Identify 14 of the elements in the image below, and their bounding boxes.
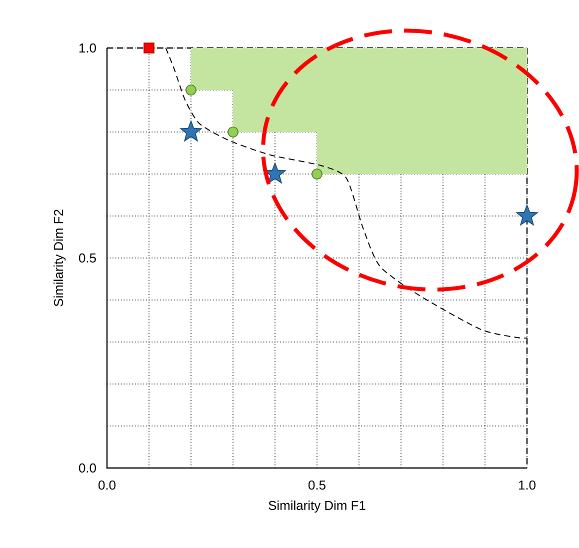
point [186, 84, 196, 96]
point [228, 126, 238, 138]
x-tick-label: 0.5 [308, 480, 326, 490]
y-tick-label: 0.0 [78, 463, 96, 473]
y-axis-title: Similarity Dim F2 [54, 210, 66, 306]
point [516, 204, 538, 226]
point [312, 168, 322, 180]
point [180, 120, 202, 142]
x-tick-label: 0.0 [98, 480, 116, 490]
x-tick-label: 1.0 [518, 480, 536, 490]
point [144, 42, 154, 54]
x-axis-title: Similarity Dim F1 [268, 500, 366, 513]
y-tick-label: 1.0 [79, 43, 96, 53]
y-tick-label: 0.5 [78, 253, 96, 263]
